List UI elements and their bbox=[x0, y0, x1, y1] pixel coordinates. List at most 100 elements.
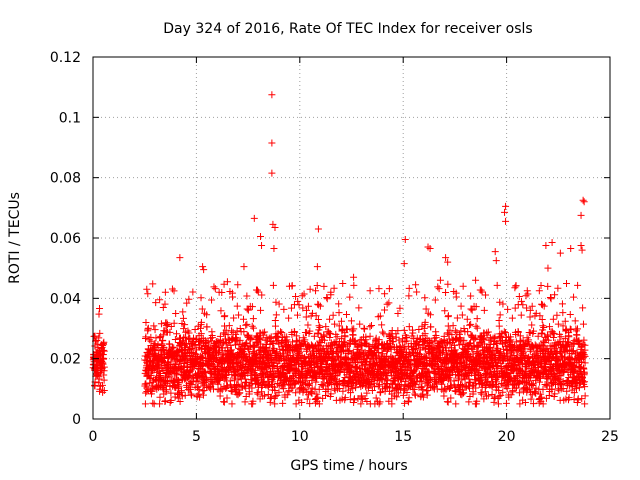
data-point bbox=[358, 395, 366, 403]
data-point bbox=[240, 263, 248, 271]
data-point bbox=[330, 284, 338, 292]
data-point bbox=[95, 334, 103, 342]
data-point bbox=[579, 196, 587, 204]
data-point bbox=[339, 387, 347, 395]
data-point bbox=[254, 380, 262, 388]
data-point bbox=[460, 389, 468, 397]
data-point bbox=[319, 394, 327, 402]
data-point bbox=[310, 332, 318, 340]
data-point bbox=[535, 287, 543, 295]
data-point bbox=[96, 304, 104, 312]
data-point bbox=[100, 363, 108, 371]
data-point bbox=[176, 398, 184, 406]
data-point bbox=[271, 392, 279, 400]
data-point bbox=[558, 300, 566, 308]
x-tick-label: 10 bbox=[291, 429, 309, 445]
data-point bbox=[267, 393, 275, 401]
data-point bbox=[304, 302, 312, 310]
x-tick-label: 0 bbox=[89, 429, 98, 445]
data-point bbox=[468, 306, 476, 314]
x-axis-label: GPS time / hours bbox=[290, 458, 407, 474]
data-point bbox=[247, 376, 255, 384]
data-point bbox=[375, 381, 383, 389]
data-point bbox=[467, 320, 475, 328]
data-point bbox=[167, 322, 175, 330]
data-point bbox=[275, 388, 283, 396]
data-point bbox=[452, 388, 460, 396]
data-point bbox=[285, 314, 293, 322]
data-point bbox=[439, 349, 447, 357]
y-axis-label: ROTI / TECUs bbox=[7, 192, 23, 284]
data-point bbox=[502, 202, 510, 210]
data-point bbox=[272, 298, 280, 306]
data-point bbox=[549, 315, 557, 323]
data-point bbox=[150, 322, 158, 330]
data-point bbox=[168, 343, 176, 351]
data-point bbox=[195, 386, 203, 394]
data-point bbox=[171, 335, 179, 343]
data-point bbox=[494, 400, 502, 408]
data-point bbox=[202, 339, 210, 347]
data-point bbox=[279, 399, 287, 407]
data-point bbox=[271, 387, 279, 395]
data-point bbox=[248, 322, 256, 330]
data-point bbox=[100, 355, 108, 363]
data-point bbox=[324, 385, 332, 393]
data-point bbox=[142, 380, 150, 388]
data-point bbox=[563, 280, 571, 288]
data-point bbox=[467, 339, 474, 347]
data-point bbox=[222, 326, 230, 334]
data-point bbox=[444, 280, 452, 288]
data-point bbox=[302, 313, 310, 321]
data-point bbox=[227, 383, 235, 391]
data-point bbox=[453, 314, 461, 322]
y-tick-label: 0.12 bbox=[50, 50, 81, 66]
data-point bbox=[333, 372, 341, 380]
data-point bbox=[367, 380, 375, 388]
data-point bbox=[412, 281, 420, 289]
data-point bbox=[445, 335, 453, 343]
data-point bbox=[457, 302, 465, 310]
data-point bbox=[508, 314, 516, 322]
data-point bbox=[422, 305, 430, 313]
data-point bbox=[95, 373, 103, 381]
data-point bbox=[167, 396, 175, 404]
data-point bbox=[336, 367, 344, 375]
data-point bbox=[502, 329, 510, 337]
data-point bbox=[539, 322, 547, 330]
data-point bbox=[156, 400, 164, 408]
data-point bbox=[499, 300, 507, 308]
data-point bbox=[245, 388, 253, 396]
data-point bbox=[426, 339, 434, 347]
data-point bbox=[320, 282, 328, 290]
data-point bbox=[292, 400, 300, 408]
data-point bbox=[268, 139, 276, 147]
data-point bbox=[293, 355, 301, 363]
data-point bbox=[236, 325, 244, 333]
data-point bbox=[335, 300, 343, 308]
data-point bbox=[394, 309, 402, 317]
data-point bbox=[243, 320, 251, 328]
data-point bbox=[418, 378, 426, 386]
data-point bbox=[250, 342, 258, 350]
data-point bbox=[361, 325, 369, 333]
data-point bbox=[447, 382, 455, 390]
data-point bbox=[255, 379, 263, 387]
data-point bbox=[288, 282, 296, 290]
data-point bbox=[176, 254, 184, 262]
data-point bbox=[172, 309, 180, 317]
x-tick-label: 15 bbox=[394, 429, 412, 445]
data-point bbox=[547, 295, 555, 303]
data-point bbox=[446, 326, 454, 334]
data-point bbox=[379, 328, 387, 336]
data-point bbox=[179, 308, 187, 316]
data-point bbox=[221, 375, 229, 383]
data-point bbox=[187, 390, 195, 398]
data-point bbox=[580, 198, 588, 206]
data-point bbox=[289, 384, 297, 392]
data-point bbox=[346, 293, 354, 301]
data-point bbox=[396, 304, 404, 312]
data-point bbox=[326, 334, 334, 342]
data-point bbox=[519, 301, 527, 309]
data-point bbox=[427, 323, 435, 331]
